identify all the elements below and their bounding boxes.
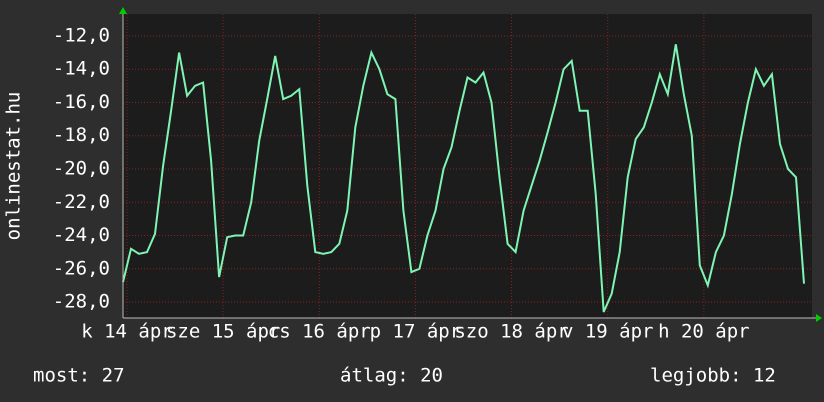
x-tick-label: v 19 ápr — [562, 321, 654, 343]
legend-item: legjobb: 12 — [650, 365, 776, 387]
data-line — [122, 44, 805, 313]
y-tick-label: -14,0 — [53, 58, 110, 80]
x-tick-label: h 20 ápr — [658, 321, 750, 343]
y-tick-label: -24,0 — [53, 224, 110, 246]
plot-area — [123, 14, 812, 318]
y-tick-label: -26,0 — [53, 257, 110, 279]
legend-item: most: 27 — [33, 365, 125, 387]
x-tick-label: sze 15 ápr — [166, 321, 280, 343]
y-tick-label: -12,0 — [53, 24, 110, 46]
y-axis-label: onlinestat.hu — [3, 92, 25, 241]
y-tick-label: -22,0 — [53, 191, 110, 213]
x-arrow — [816, 314, 822, 322]
y-tick-label: -18,0 — [53, 124, 110, 146]
x-tick-label: cs 16 ápr — [268, 321, 371, 343]
x-tick-label: p 17 ápr — [370, 321, 462, 343]
x-tick-label: k 14 ápr — [81, 321, 173, 343]
y-tick-label: -28,0 — [53, 291, 110, 313]
marks — [122, 44, 805, 313]
y-tick-label: -20,0 — [53, 157, 110, 179]
legend-item: átlag: 20 — [340, 365, 443, 387]
x-tick-label: szo 18 ápr — [454, 321, 568, 343]
y-tick-label: -16,0 — [53, 91, 110, 113]
y-arrow — [119, 7, 127, 14]
